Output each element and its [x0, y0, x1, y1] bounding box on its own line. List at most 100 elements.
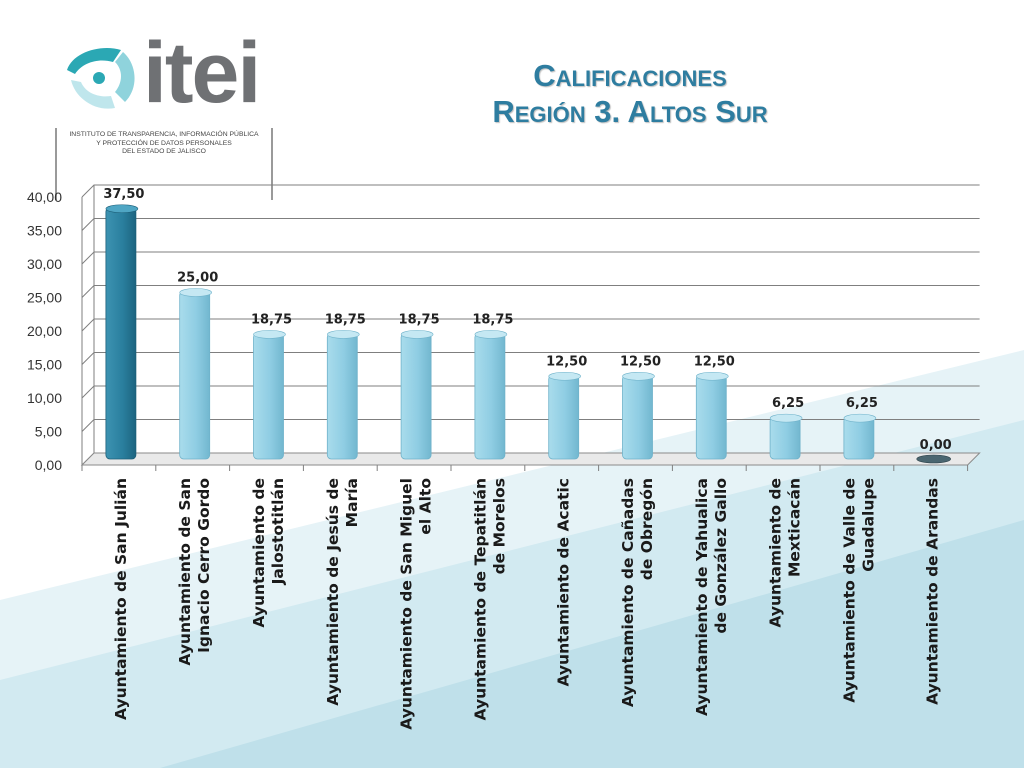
data-label: 0,00: [920, 438, 952, 453]
category-label: Ayuntamiento de Valle deGuadalupe: [840, 478, 877, 703]
bar-body: [622, 374, 653, 460]
category-label-line: Ayuntamiento de Cañadas: [619, 478, 637, 707]
category-label: Ayuntamiento de San Julián: [112, 478, 130, 720]
y-tick-label: 0,00: [35, 457, 62, 473]
bar: [400, 330, 434, 460]
bar: [769, 413, 803, 460]
data-label: 12,50: [546, 354, 587, 369]
bar-body: [179, 291, 211, 460]
bar-top: [105, 204, 139, 214]
bar-top: [843, 413, 877, 423]
bar: [253, 330, 286, 460]
y-tick-label: 20,00: [27, 323, 62, 339]
bar-body: [474, 332, 506, 460]
bar: [695, 371, 729, 460]
category-label-line: Ayuntamiento de: [767, 478, 785, 628]
data-label: 37,50: [103, 187, 144, 202]
bar-top: [179, 288, 212, 297]
data-label: 18,75: [399, 312, 440, 327]
data-label: 6,25: [772, 396, 804, 411]
title-line-2: Región 3. Altos Sur: [492, 94, 768, 129]
category-label-line: Guadalupe: [859, 478, 877, 572]
category-label-line: Ayuntamiento de Valle de: [840, 478, 858, 703]
category-label: Ayuntamiento de Arandas: [924, 478, 942, 705]
category-label-line: el Alto: [417, 478, 435, 535]
logo-wordmark: itei: [143, 25, 261, 121]
data-label: 18,75: [325, 312, 366, 327]
data-label: 18,75: [251, 312, 292, 327]
category-label-line: Ayuntamiento de Yahualica: [693, 478, 711, 716]
category-label-line: María: [343, 478, 361, 527]
category-label: Ayuntamiento de San Miguelel Alto: [398, 478, 435, 730]
category-label: Ayuntamiento deJalostotitlán: [250, 478, 287, 628]
bar-body: [843, 416, 875, 460]
bar: [548, 371, 582, 460]
bar: [843, 413, 877, 460]
category-label-line: Ayuntamiento de Acatic: [555, 478, 573, 687]
page-title: Calificaciones Región 3. Altos Sur: [420, 58, 840, 130]
bar-body: [695, 374, 727, 460]
category-label-line: Ignacio Cerro Gordo: [195, 478, 213, 653]
bar-body: [253, 332, 284, 460]
bar-top: [474, 330, 508, 339]
gridline: [81, 184, 980, 198]
bar-top: [326, 330, 360, 339]
y-axis-ticks: 0,00 5,00 10,00 15,00 20,00 25,00 30,00 35,00 40…: [27, 189, 62, 473]
category-label-line: Ayuntamiento de San Miguel: [398, 478, 416, 730]
y-tick-label: 30,00: [27, 256, 62, 272]
category-label: Ayuntamiento de Yahualicade González Gal…: [693, 478, 730, 716]
logo-subtitle-line: INSTITUTO DE TRANSPARENCIA, INFORMACIÓN …: [69, 131, 259, 138]
x-axis-categories: Ayuntamiento de San Julián Ayuntamiento d…: [112, 478, 942, 730]
category-label-line: Jalostotitlán: [269, 478, 287, 585]
data-label: 6,25: [846, 396, 878, 411]
bar-body: [548, 374, 580, 460]
logo-subtitle-line: DEL ESTADO DE JALISCO: [122, 148, 206, 156]
gridline: [81, 318, 980, 332]
category-label: Ayuntamiento de Jesús deMaría: [324, 478, 361, 706]
data-label: 18,75: [472, 312, 513, 327]
chart-bars: [105, 204, 952, 464]
bar: [179, 288, 212, 460]
bar-body: [105, 207, 137, 460]
bar-body: [400, 332, 432, 460]
category-label-line: Ayuntamiento de San Julián: [112, 478, 130, 720]
gridline: [81, 352, 980, 365]
gridline: [81, 218, 980, 231]
bar-top: [622, 371, 655, 381]
category-label-line: Ayuntamiento de Arandas: [924, 478, 942, 705]
y-tick-label: 35,00: [27, 223, 62, 239]
category-label: Ayuntamiento de SanIgnacio Cerro Gordo: [176, 478, 213, 666]
data-label: 25,00: [177, 271, 218, 286]
y-tick-label: 10,00: [27, 390, 62, 406]
bar: [326, 330, 360, 460]
bar-top: [400, 330, 434, 339]
category-label-line: Ayuntamiento de San: [176, 478, 194, 666]
category-label-line: Mexticacán: [786, 478, 804, 577]
bar-top: [695, 371, 729, 381]
gridline: [81, 285, 980, 298]
title-line-1: Calificaciones: [533, 58, 727, 93]
logo-subtitle-line: Y PROTECCIÓN DE DATOS PERSONALES: [96, 139, 232, 147]
chart-floor: [80, 452, 981, 471]
bar-top: [916, 454, 952, 464]
category-label-line: Ayuntamiento de Tepatitlán: [471, 478, 489, 720]
logo-subtitle: INSTITUTO DE TRANSPARENCIA, INFORMACIÓN …: [55, 128, 273, 200]
bar-top: [253, 330, 286, 339]
data-label: 12,50: [694, 354, 735, 369]
category-label-line: Ayuntamiento de Jesús de: [324, 478, 342, 706]
itei-logo: itei INSTITUTO DE TRANSPARENCIA, INFORMA…: [55, 30, 285, 200]
y-tick-label: 15,00: [27, 357, 62, 373]
bar-top: [769, 413, 803, 423]
category-label-line: de González Gallo: [712, 478, 730, 634]
bar-body: [769, 416, 801, 460]
gridline: [81, 251, 980, 265]
logo-emblem-icon: [67, 48, 135, 109]
bar-top: [548, 371, 582, 381]
bar: [105, 204, 139, 460]
category-label: Ayuntamiento de Acatic: [555, 478, 573, 687]
bar: [916, 454, 952, 464]
data-label: 12,50: [620, 354, 661, 369]
y-tick-label: 5,00: [35, 424, 62, 440]
category-label-line: de Morelos: [490, 478, 508, 574]
